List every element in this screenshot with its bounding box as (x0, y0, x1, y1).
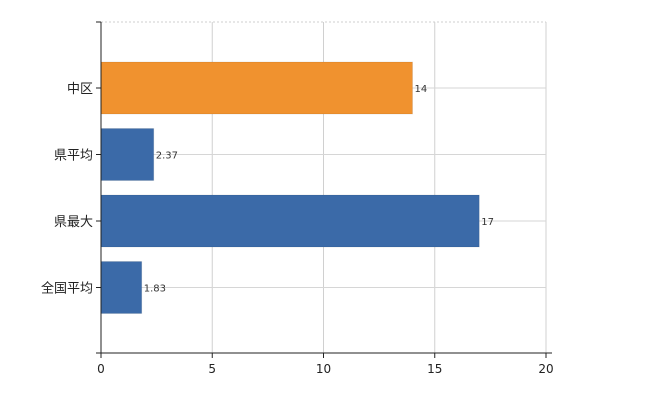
x-tick-label: 5 (208, 362, 216, 376)
bar (100, 128, 155, 181)
bar (100, 61, 413, 115)
data-label: 1.83 (144, 284, 166, 295)
x-tick-label: 10 (316, 362, 331, 376)
data-label: 14 (415, 84, 428, 95)
category-label: 県最大 (54, 215, 93, 230)
x-tick-label: 0 (97, 362, 105, 376)
data-label: 2.37 (156, 151, 178, 162)
category-label: 中区 (67, 82, 93, 97)
x-tick-label: 20 (538, 362, 553, 376)
x-tick-label: 15 (427, 362, 442, 376)
bar (100, 261, 143, 314)
bar (100, 194, 480, 248)
category-label: 県平均 (54, 149, 93, 164)
data-label: 17 (481, 217, 494, 228)
axes (96, 21, 552, 358)
category-label: 全国平均 (41, 281, 93, 297)
bars (100, 61, 480, 314)
